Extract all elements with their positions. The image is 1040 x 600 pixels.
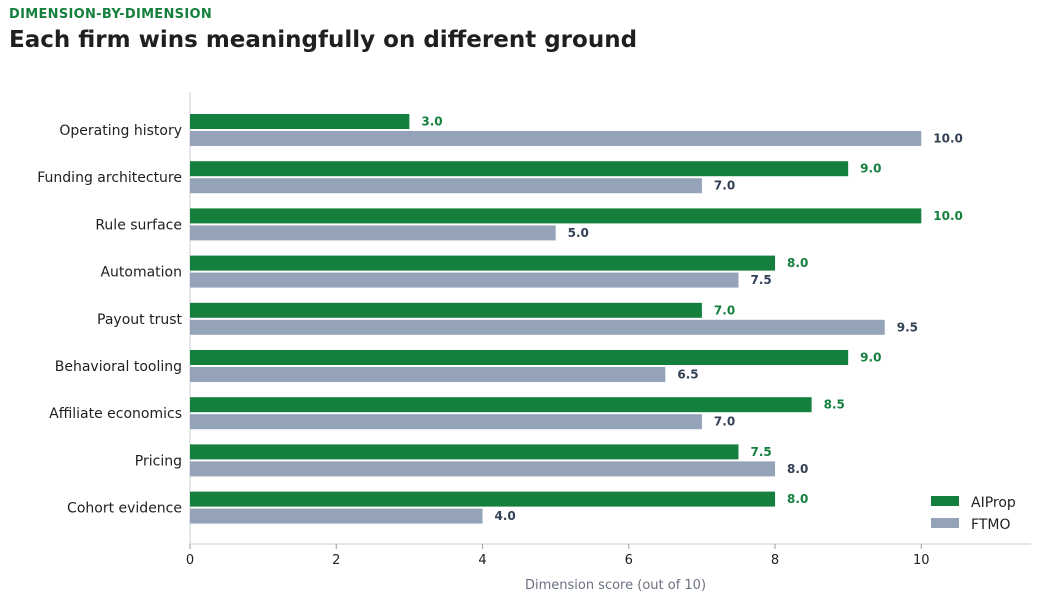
- data-label-ftmo: 8.0: [787, 462, 808, 476]
- bar-ftmo: [190, 131, 922, 146]
- bar-ftmo: [190, 508, 483, 524]
- x-tick-label: 0: [186, 553, 194, 568]
- data-label-aiprop: 7.0: [714, 303, 735, 317]
- bar-aiprop: [190, 255, 776, 271]
- data-label-ftmo: 7.0: [714, 415, 735, 429]
- legend-swatch-ftmo: [931, 518, 959, 528]
- bar-aiprop: [190, 491, 776, 507]
- x-axis-title: Dimension score (out of 10): [525, 578, 706, 593]
- legend-swatch-aiprop: [931, 496, 959, 506]
- bar-ftmo: [190, 461, 776, 477]
- bar-aiprop: [190, 161, 849, 177]
- category-label: Pricing: [135, 453, 182, 469]
- category-label: Affiliate economics: [49, 406, 182, 422]
- bar-ftmo: [190, 319, 885, 335]
- data-label-aiprop: 7.5: [750, 445, 771, 459]
- x-tick-label: 10: [913, 553, 930, 568]
- data-label-ftmo: 7.0: [714, 179, 735, 193]
- x-tick-label: 4: [478, 553, 486, 568]
- data-label-aiprop: 10.0: [933, 209, 963, 223]
- category-label: Automation: [100, 265, 182, 281]
- category-label: Cohort evidence: [67, 501, 182, 517]
- category-label: Payout trust: [97, 312, 182, 328]
- category-label: Operating history: [59, 123, 182, 139]
- bar-ftmo: [190, 272, 739, 288]
- data-label-ftmo: 10.0: [933, 132, 963, 146]
- bar-aiprop: [190, 114, 410, 129]
- data-label-aiprop: 8.0: [787, 492, 808, 506]
- x-tick-label: 8: [771, 553, 779, 568]
- chart-title: Each firm wins meaningfully on different…: [9, 27, 638, 53]
- bar-aiprop: [190, 208, 922, 224]
- data-label-aiprop: 9.0: [860, 162, 881, 176]
- bar-aiprop: [190, 444, 739, 460]
- legend-label-aiprop: AIProp: [971, 495, 1016, 511]
- data-label-aiprop: 8.5: [824, 398, 845, 412]
- chart-eyebrow: DIMENSION-BY-DIMENSION: [9, 7, 213, 22]
- bar-aiprop: [190, 397, 812, 413]
- bar-ftmo: [190, 414, 702, 430]
- category-label: Behavioral tooling: [55, 359, 182, 375]
- data-label-ftmo: 6.5: [677, 368, 698, 382]
- x-tick-label: 2: [332, 553, 340, 568]
- data-label-ftmo: 7.5: [750, 273, 771, 287]
- data-label-ftmo: 9.5: [897, 320, 918, 334]
- data-label-aiprop: 9.0: [860, 351, 881, 365]
- bar-ftmo: [190, 178, 702, 194]
- category-label: Funding architecture: [37, 170, 182, 186]
- legend-label-ftmo: FTMO: [971, 517, 1010, 533]
- x-tick-label: 6: [625, 553, 633, 568]
- bar-ftmo: [190, 367, 666, 382]
- data-label-ftmo: 5.0: [568, 226, 589, 240]
- bar-aiprop: [190, 350, 849, 365]
- bar-aiprop: [190, 302, 702, 318]
- bar-ftmo: [190, 225, 556, 241]
- data-label-ftmo: 4.0: [495, 509, 516, 523]
- data-label-aiprop: 3.0: [421, 115, 442, 129]
- category-label: Rule surface: [95, 217, 182, 233]
- data-label-aiprop: 8.0: [787, 256, 808, 270]
